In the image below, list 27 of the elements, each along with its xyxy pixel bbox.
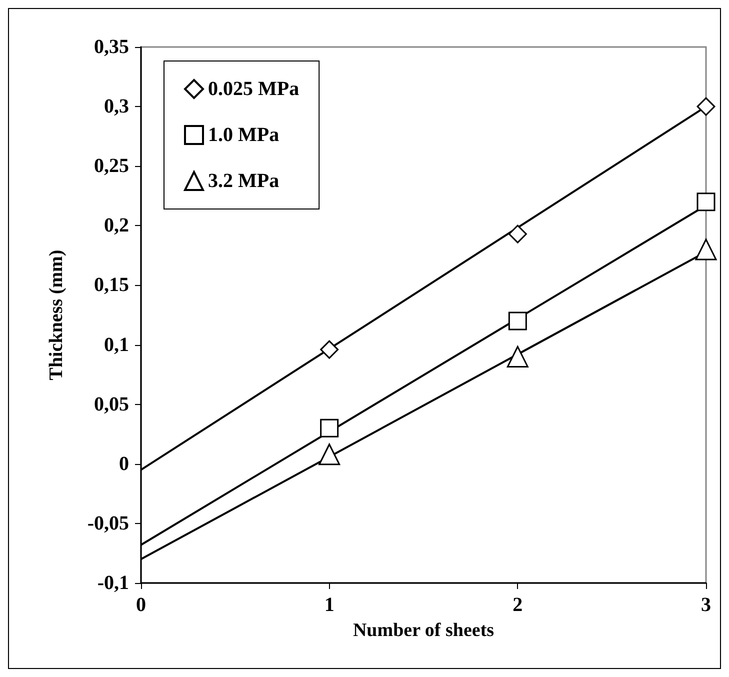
y-tick-label: 0,05 [94,393,129,416]
legend-label: 1.0 MPa [208,124,280,146]
legend-label: 0.025 MPa [208,78,300,100]
point [320,418,339,438]
y-tick-label: 0,1 [104,334,129,356]
y-tick-label: 0,3 [104,96,129,118]
x-tick-label: 3 [701,594,711,616]
point [695,238,717,260]
point [318,444,340,466]
y-tick-label: 0,2 [104,214,129,237]
x-tick-label: 0 [136,594,146,616]
point [696,97,716,116]
point [508,312,527,330]
y-tick-label: 0,15 [94,274,129,296]
y-tick-label: 0,25 [94,155,129,178]
y-tick-label: 0,35 [94,36,129,58]
point [320,340,339,359]
y-tick-label: -0,1 [97,572,129,594]
x-axis-title: Number of sheets [352,620,494,641]
y-axis-title: Thickness (mm) [46,250,67,380]
y-tick-label: 0 [119,452,129,475]
point [696,192,716,212]
x-tick-label: 2 [512,594,523,616]
point [506,346,528,368]
legend-label: 3.2 MPa [208,170,280,192]
y-tick-label: -0,05 [87,512,129,534]
x-tick-label: 1 [324,594,334,616]
